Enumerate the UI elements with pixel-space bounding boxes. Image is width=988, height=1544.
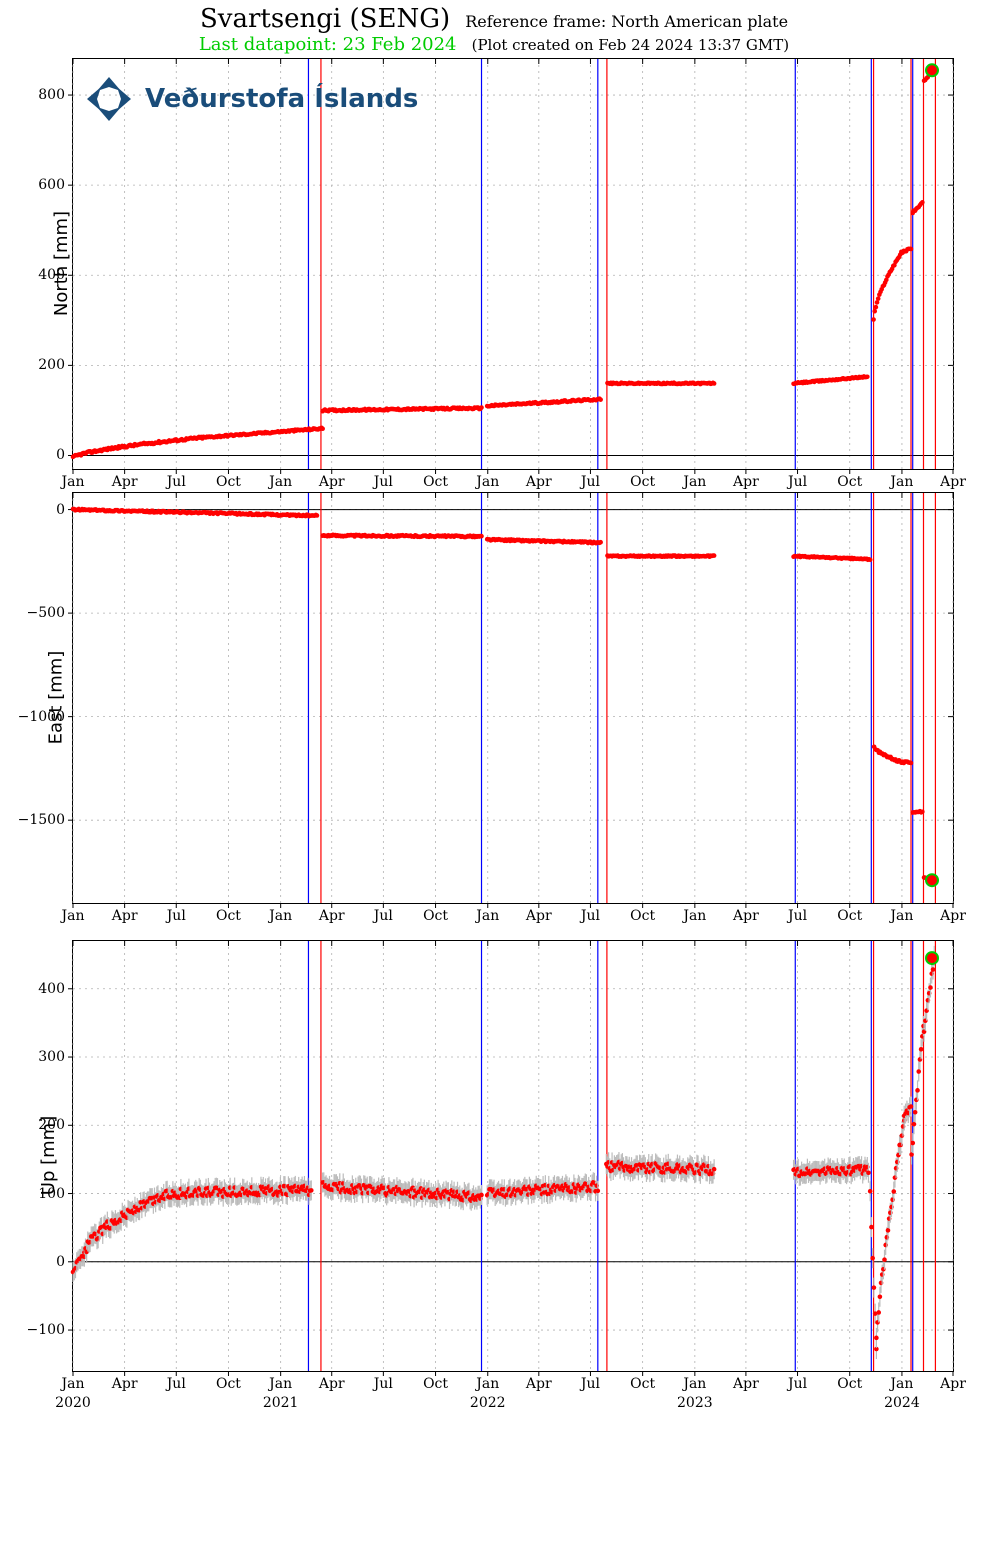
xtick-label: Oct (423, 1376, 448, 1392)
ytick-label: 600 (38, 177, 65, 193)
ytick-label: 400 (38, 981, 65, 997)
logo-text: Veðurstofa Íslands (145, 84, 418, 114)
xtick-label: Jan (890, 1376, 913, 1392)
xtick-label: Jul (167, 474, 186, 490)
xtick-label: Jan (62, 474, 85, 490)
xtick-label: Apr (733, 474, 759, 490)
xtick-label: Jul (374, 1376, 393, 1392)
xtick-label: Jan (476, 474, 499, 490)
plot-created-label: (Plot created on Feb 24 2024 13:37 GMT) (472, 36, 790, 54)
last-datapoint-label: Last datapoint: 23 Feb 2024 (199, 34, 457, 55)
xtick-label: Apr (526, 908, 552, 924)
title-ref-frame: Reference frame: North American plate (465, 12, 788, 31)
vedur-logo: Veðurstofa Íslands (83, 73, 418, 125)
ytick-label: 200 (38, 357, 65, 373)
panel-east: JanAprJulOctJanAprJulOctJanAprJulOctJanA… (72, 492, 954, 904)
xtick-label: Jul (788, 474, 807, 490)
xtick-label: Jul (374, 908, 393, 924)
xtick-label: Apr (940, 1376, 966, 1392)
xtick-label: Jan (62, 908, 85, 924)
xtick-label: Jan (683, 908, 706, 924)
xtick-label: Oct (216, 474, 241, 490)
xtick-label: Jul (167, 1376, 186, 1392)
xtick-label: Oct (837, 474, 862, 490)
xtick-label: Oct (837, 1376, 862, 1392)
year-label: 2023 (677, 1395, 713, 1411)
xtick-label: Oct (423, 908, 448, 924)
ytick-label: 0 (56, 1254, 65, 1270)
xtick-label: Apr (319, 908, 345, 924)
xtick-label: Jan (62, 1376, 85, 1392)
xtick-label: Jan (890, 908, 913, 924)
xtick-label: Oct (216, 1376, 241, 1392)
xtick-label: Jan (683, 474, 706, 490)
xtick-label: Apr (112, 1376, 138, 1392)
ytick-label: 0 (56, 502, 65, 518)
ylabel-up: Up [mm] (38, 1116, 59, 1195)
title-row: Svartsengi (SENG) Reference frame: North… (0, 4, 988, 34)
xtick-label: Jan (683, 1376, 706, 1392)
ytick-label: 800 (38, 87, 65, 103)
ytick-label: 300 (38, 1049, 65, 1065)
xtick-label: Jul (581, 1376, 600, 1392)
xtick-label: Apr (112, 908, 138, 924)
panel-up: JanAprJulOctJanAprJulOctJanAprJulOctJanA… (72, 940, 954, 1372)
xtick-label: Apr (940, 474, 966, 490)
year-label: 2024 (884, 1395, 920, 1411)
xtick-label: Oct (630, 1376, 655, 1392)
panel-north: JanAprJulOctJanAprJulOctJanAprJulOctJanA… (72, 58, 954, 470)
ytick-label: −100 (27, 1322, 65, 1338)
xtick-label: Jan (269, 474, 292, 490)
xtick-label: Jul (581, 908, 600, 924)
title-station: Svartsengi (SENG) (200, 4, 450, 34)
xtick-label: Apr (319, 1376, 345, 1392)
xtick-label: Jan (476, 908, 499, 924)
ylabel-north: North [mm] (51, 211, 72, 316)
ylabel-east: East [mm] (45, 651, 66, 745)
xtick-label: Jan (476, 1376, 499, 1392)
xtick-label: Oct (423, 474, 448, 490)
xtick-label: Jul (167, 908, 186, 924)
xtick-label: Oct (630, 474, 655, 490)
year-label: 2020 (55, 1395, 91, 1411)
xtick-label: Jan (890, 474, 913, 490)
year-label: 2021 (263, 1395, 299, 1411)
xtick-label: Jan (269, 1376, 292, 1392)
xtick-label: Jan (269, 908, 292, 924)
xtick-label: Jul (374, 474, 393, 490)
xtick-label: Jul (788, 908, 807, 924)
ytick-label: −500 (27, 605, 65, 621)
xtick-label: Oct (837, 908, 862, 924)
ytick-label: 0 (56, 447, 65, 463)
xtick-label: Apr (940, 908, 966, 924)
figure: Svartsengi (SENG) Reference frame: North… (0, 0, 988, 1544)
xtick-label: Jul (581, 474, 600, 490)
ytick-label: −1500 (18, 812, 65, 828)
xtick-label: Apr (733, 1376, 759, 1392)
xtick-label: Apr (526, 1376, 552, 1392)
xtick-label: Jul (788, 1376, 807, 1392)
xtick-label: Oct (630, 908, 655, 924)
xtick-label: Apr (526, 474, 552, 490)
subtitle-row: Last datapoint: 23 Feb 2024 (Plot create… (0, 34, 988, 55)
xtick-label: Oct (216, 908, 241, 924)
xtick-label: Apr (112, 474, 138, 490)
xtick-label: Apr (319, 474, 345, 490)
year-label: 2022 (470, 1395, 506, 1411)
xtick-label: Apr (733, 908, 759, 924)
